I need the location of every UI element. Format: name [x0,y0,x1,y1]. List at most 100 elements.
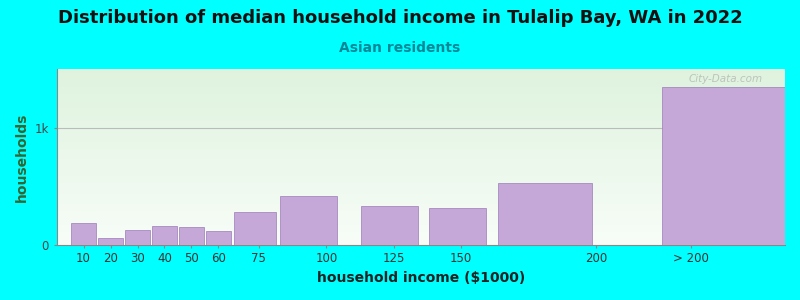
Bar [57,200,785,201]
Text: City-Data.com: City-Data.com [689,74,763,84]
Bar [57,204,785,205]
Bar [57,153,785,154]
Bar [57,88,785,89]
Bar [57,164,785,165]
Bar [57,198,785,199]
Bar [57,229,785,230]
Bar [57,182,785,183]
Bar [98,238,123,245]
Bar [57,215,785,216]
Text: Distribution of median household income in Tulalip Bay, WA in 2022: Distribution of median household income … [58,9,742,27]
Text: Asian residents: Asian residents [339,40,461,55]
Bar [57,100,785,101]
Bar [57,154,785,155]
Bar [57,196,785,197]
Bar [57,184,785,185]
Bar [57,199,785,200]
Bar [57,175,785,176]
Bar [362,206,418,245]
Bar [57,120,785,121]
Bar [57,195,785,196]
Bar [57,219,785,220]
Bar [57,214,785,215]
Bar [57,151,785,152]
Bar [57,207,785,208]
Bar [57,129,785,130]
Bar [57,80,785,81]
Bar [57,113,785,114]
Bar [57,72,785,73]
Bar [57,124,785,125]
X-axis label: household income ($1000): household income ($1000) [317,271,525,285]
Bar [57,237,785,238]
Bar [429,208,486,245]
Bar [57,105,785,106]
Bar [57,186,785,187]
Bar [57,119,785,120]
Bar [57,96,785,97]
Bar [57,71,785,72]
Bar [57,159,785,160]
Bar [57,244,785,245]
Bar [57,148,785,149]
Bar [57,136,785,137]
Bar [57,177,785,178]
Bar [57,111,785,112]
Bar [57,221,785,222]
Bar [57,180,785,181]
Bar [57,117,785,118]
Bar [57,70,785,71]
Bar [57,197,785,198]
Bar [57,149,785,150]
Bar [57,203,785,204]
Bar [57,209,785,210]
Bar [57,115,785,116]
Bar [57,89,785,90]
Bar [57,107,785,108]
Bar [57,146,785,147]
Bar [57,134,785,135]
Bar [57,210,785,211]
Bar [57,185,785,186]
Bar [57,201,785,202]
Bar [57,193,785,194]
Bar [57,77,785,78]
Bar [57,79,785,80]
Bar [57,144,785,145]
Bar [57,202,785,203]
Y-axis label: households: households [15,112,29,202]
Bar [57,231,785,232]
Bar [57,189,785,190]
Bar [57,181,785,182]
Bar [57,233,785,234]
Bar [57,208,785,209]
Bar [57,156,785,157]
Bar [57,102,785,103]
Bar [57,166,785,167]
Bar [57,125,785,126]
Bar [234,212,276,245]
Bar [57,81,785,82]
Bar [57,85,785,86]
Bar [57,230,785,231]
Bar [57,90,785,91]
Bar [57,83,785,84]
Bar [57,108,785,109]
Bar [57,173,785,174]
Bar [57,91,785,92]
Bar [57,178,785,179]
Bar [57,141,785,142]
Bar [57,168,785,169]
Bar [57,234,785,235]
Bar [152,226,177,245]
Bar [57,158,785,159]
Bar [57,194,785,195]
Bar [57,87,785,88]
Bar [57,104,785,105]
Bar [57,122,785,123]
Bar [57,161,785,162]
Bar [57,138,785,139]
Bar [57,133,785,134]
Bar [57,137,785,138]
Bar [57,213,785,214]
